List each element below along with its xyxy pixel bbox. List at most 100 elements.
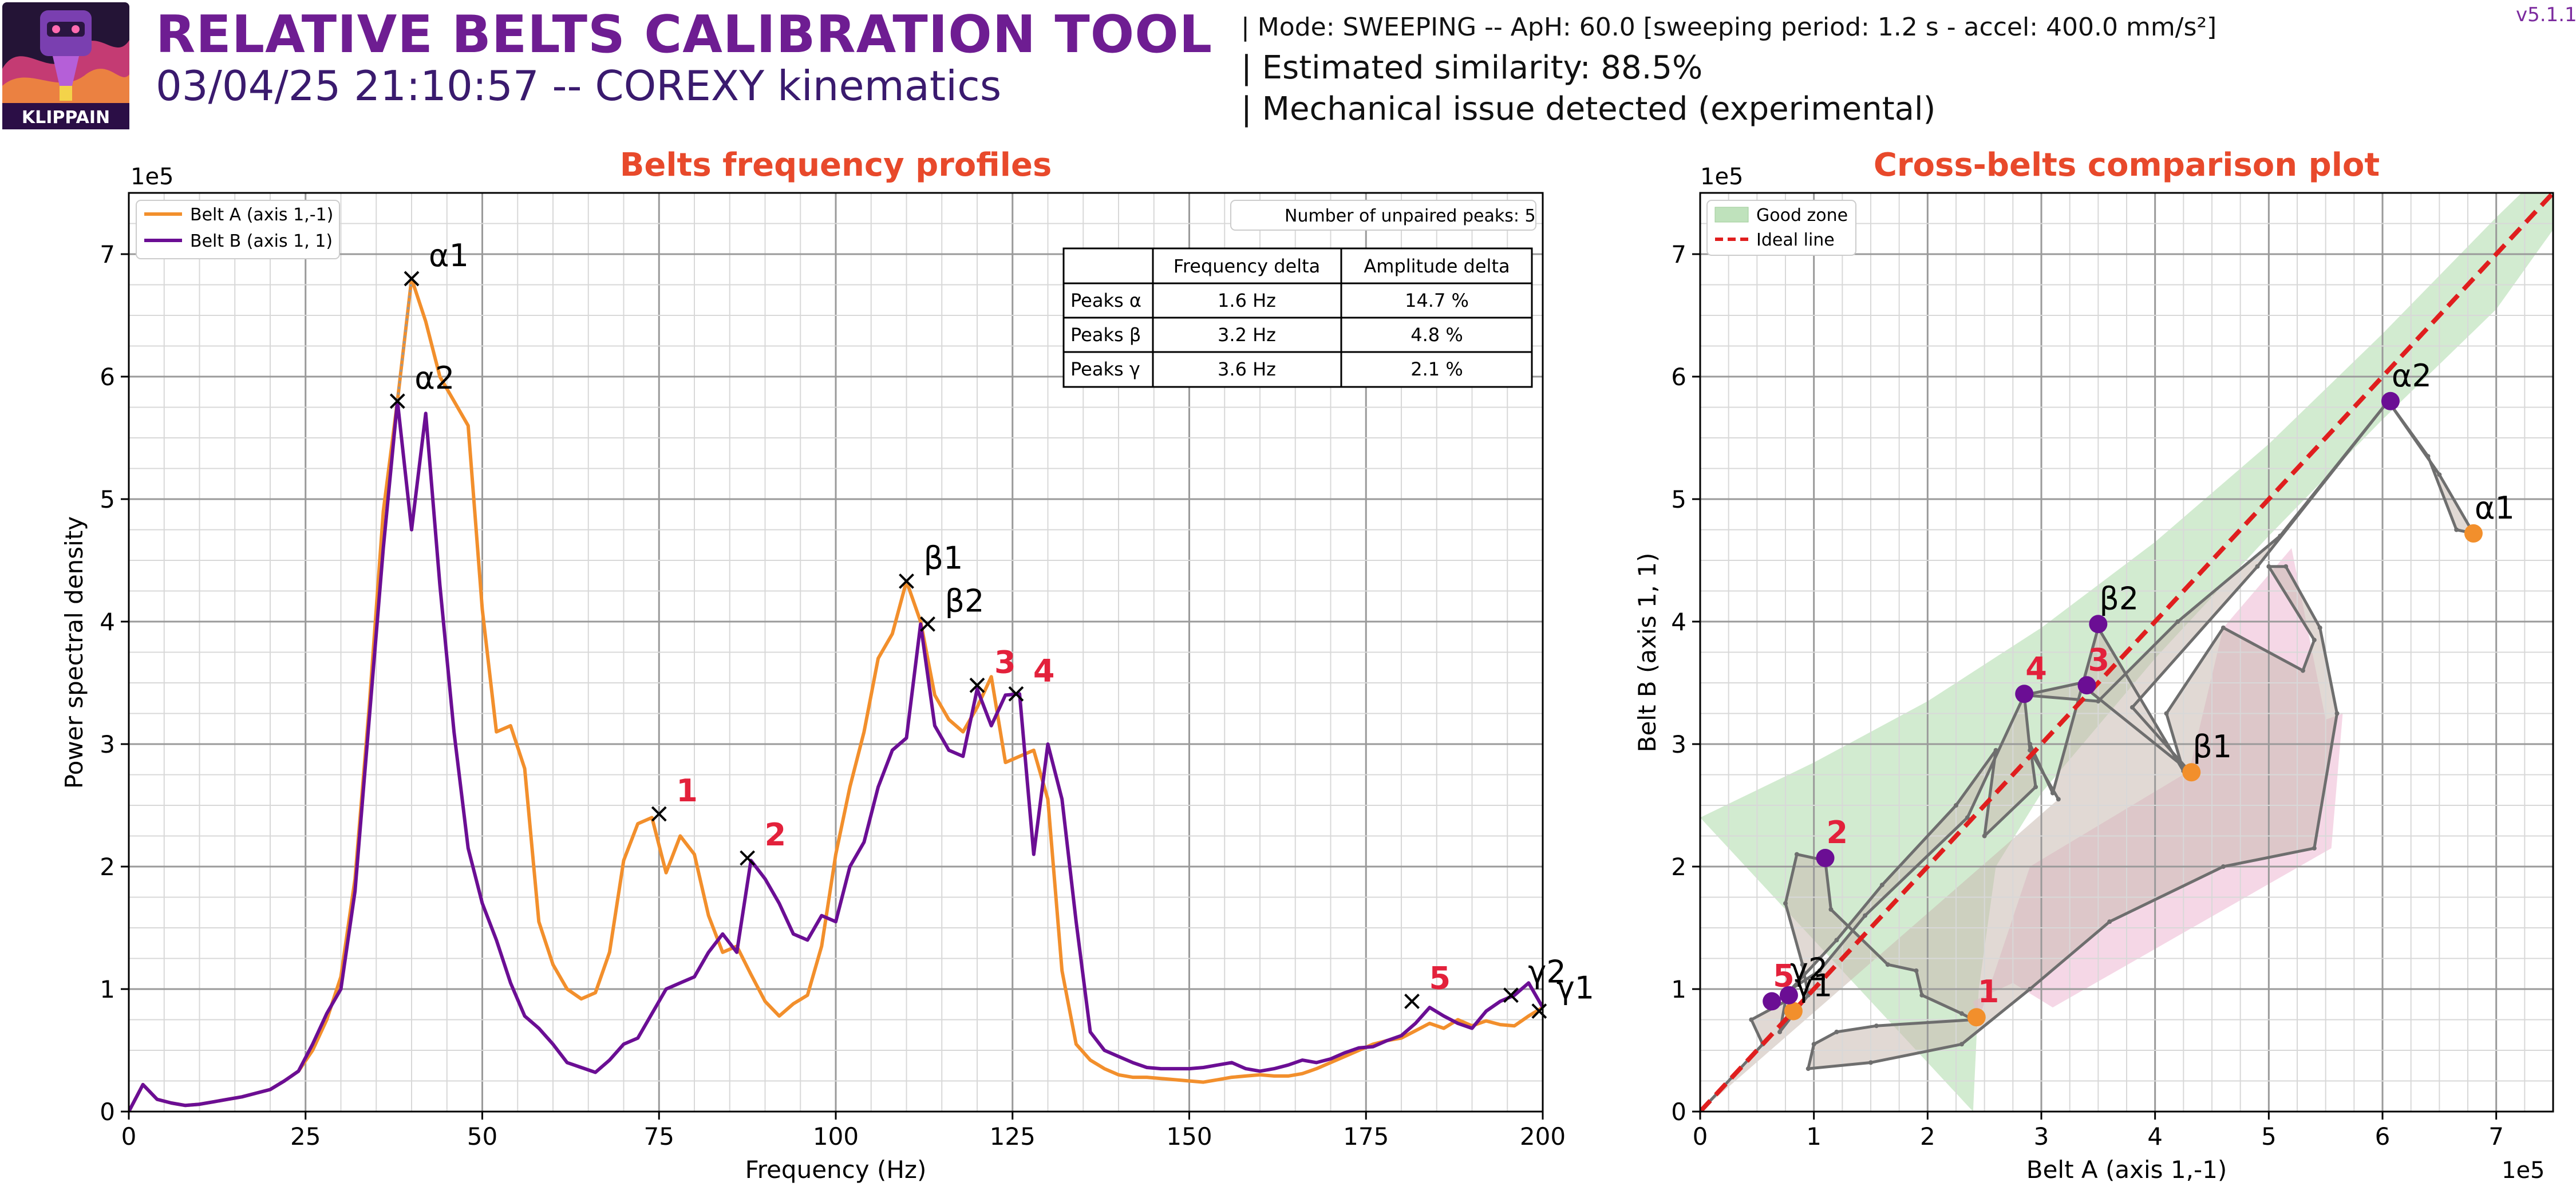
belt-b-series-line: [129, 399, 1543, 1112]
peak-label: 2: [765, 817, 787, 853]
path-point: [1885, 962, 1890, 967]
peak-label: 4: [1033, 653, 1055, 689]
path-point: [1749, 1017, 1754, 1022]
left-x-axis-label: Frequency (Hz): [745, 1156, 927, 1184]
x-tick-label: 1: [1806, 1122, 1822, 1150]
x-tick-label: 7: [2488, 1122, 2504, 1150]
x-tick-label: 4: [2147, 1122, 2163, 1150]
y-tick-label: 4: [1671, 608, 1686, 636]
x-tick-label: 2: [1920, 1122, 1935, 1150]
path-point: [2317, 625, 2322, 630]
peak-marker: [404, 271, 420, 287]
similarity-info: | Estimated similarity: 88.5%: [1241, 49, 1703, 86]
peak-point-label: 4: [2025, 650, 2047, 686]
path-point: [2164, 711, 2169, 716]
y-tick-label: 1: [100, 975, 115, 1003]
peak-point-label: β2: [2099, 580, 2139, 616]
peak-marker: [1404, 993, 1420, 1009]
x-tick-label: 5: [2261, 1122, 2277, 1150]
legend-label-belt-b: Belt B (axis 1, 1): [190, 231, 333, 251]
path-point: [2028, 742, 2033, 746]
left-y-axis-label: Power spectral density: [60, 516, 88, 789]
right-plot-frame: [1699, 192, 2554, 1113]
right-x-axis-label: Belt A (axis 1,-1): [2026, 1156, 2227, 1184]
path-point: [2266, 564, 2271, 569]
peak-point: [2381, 392, 2400, 410]
path-point: [2056, 797, 2061, 802]
legend-label-good-zone: Good zone: [1756, 205, 1848, 226]
table-header-amplitude: Amplitude delta: [1364, 255, 1510, 277]
table-cell: 4.8 %: [1411, 324, 1463, 346]
x-tick-label: 100: [813, 1122, 859, 1150]
peak-point-label: 3: [2088, 642, 2109, 678]
mode-info: | Mode: SWEEPING -- ApH: 60.0 [sweeping …: [1241, 13, 2217, 42]
legend-label-ideal-line: Ideal line: [1756, 230, 1835, 250]
x-tick-label: 6: [2375, 1122, 2391, 1150]
table-row-label: Peaks α: [1070, 290, 1141, 311]
path-point: [2454, 527, 2459, 532]
path-point: [1919, 993, 1925, 998]
x-tick-label: 175: [1343, 1122, 1389, 1150]
path-point: [2300, 668, 2305, 673]
logo-text: KLIPPAIN: [22, 108, 110, 128]
path-enclosed-area: [1700, 401, 2474, 1112]
peaks-delta-table: Frequency delta Amplitude delta Peaks α …: [1062, 247, 1533, 388]
path-point: [1868, 1060, 1873, 1065]
path-point: [2221, 625, 2226, 630]
table-row-label: Peaks β: [1070, 324, 1141, 346]
peak-point: [2464, 524, 2483, 543]
path-point: [1965, 815, 1970, 820]
peak-label: β2: [945, 583, 985, 619]
path-point: [1914, 968, 1919, 973]
ideal-line: [1700, 193, 2553, 1112]
right-y-multiplier: 1e5: [1700, 164, 1744, 190]
cross-belts-path: [1700, 400, 2475, 1112]
page-title: RELATIVE BELTS CALIBRATION TOOL: [156, 5, 1213, 65]
peak-point-label: 1: [1978, 974, 2000, 1010]
peak-label: 3: [994, 644, 1016, 680]
unpaired-peaks-text: Number of unpaired peaks: 5: [1285, 206, 1536, 226]
table-cell: 3.6 Hz: [1218, 358, 1276, 380]
y-tick-label: 5: [1671, 485, 1686, 513]
x-tick-label: 25: [290, 1122, 321, 1150]
peak-point: [1763, 992, 1781, 1011]
path-point: [1863, 913, 1868, 918]
path-point: [1817, 968, 1822, 973]
peak-marker: [1503, 987, 1519, 1003]
mechanical-issue-info: | Mechanical issue detected (experimenta…: [1241, 90, 1936, 128]
path-point: [2033, 784, 2038, 789]
x-tick-label: 3: [2034, 1122, 2049, 1150]
path-point: [1834, 1029, 1839, 1034]
y-tick-label: 5: [100, 485, 115, 513]
path-point: [2028, 987, 2033, 991]
peak-marker: [740, 850, 756, 866]
legend-swatch-good-zone: [1714, 207, 1749, 223]
path-point: [1834, 938, 1839, 943]
peak-marker: [920, 616, 935, 632]
peak-marker: [1008, 686, 1024, 702]
cross-belts-chart: Cross-belts comparison plot 1e5 1e5 0 1 2 3…: [1633, 147, 2554, 1184]
left-y-multiplier: 1e5: [131, 164, 174, 190]
path-point: [1874, 1023, 1879, 1029]
path-point: [1794, 852, 1799, 857]
x-tick-label: 75: [644, 1122, 674, 1150]
peak-label: β1: [924, 540, 963, 576]
y-tick-label: 1: [1671, 975, 1686, 1003]
peak-point: [1779, 986, 1798, 1005]
peak-point-label: γ1: [1795, 968, 1832, 1004]
right-legend: Good zone Ideal line: [1706, 200, 1856, 256]
peak-label: 1: [676, 773, 698, 809]
left-chart-title: Belts frequency profiles: [620, 147, 1052, 184]
unpaired-peaks-box: Number of unpaired peaks: 5: [1230, 200, 1536, 231]
right-y-axis-label: Belt B (axis 1, 1): [1633, 553, 1661, 753]
peak-point-label: β1: [2192, 729, 2232, 765]
peak-point: [2077, 676, 2096, 695]
y-tick-label: 3: [1671, 730, 1686, 758]
path-point: [2107, 919, 2112, 924]
right-chart-title: Cross-belts comparison plot: [1874, 147, 2380, 184]
peak-label: α2: [414, 360, 455, 396]
peak-point: [1967, 1008, 1986, 1027]
version-label: v5.1.1: [2516, 3, 2576, 26]
path-point: [1993, 748, 1998, 753]
